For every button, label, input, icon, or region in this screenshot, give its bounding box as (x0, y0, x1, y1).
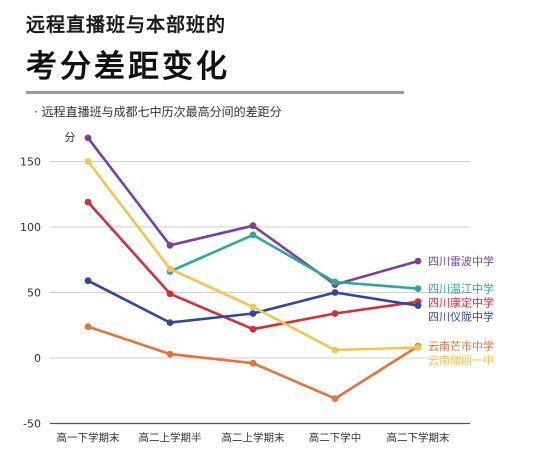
data-point (84, 198, 92, 206)
y-tick-label: 150 (20, 156, 41, 169)
x-tick-label: 高二下学中 (309, 431, 362, 444)
y-tick-label: 0 (34, 352, 41, 365)
title-block: 远程直播班与本部班的 考分差距变化 (26, 10, 230, 86)
data-point (331, 346, 339, 354)
data-point (166, 350, 174, 358)
data-point (249, 325, 257, 333)
series-label: 云南芒市中学 (428, 339, 494, 353)
y-axis-unit-label: 分 (65, 131, 76, 144)
data-point (249, 222, 257, 230)
series-label: 四川温江中学 (428, 282, 494, 296)
data-point (84, 134, 92, 142)
y-tick-label: -50 (23, 418, 41, 431)
data-point (249, 310, 257, 317)
series-label: 云南瑞丽一中 (428, 353, 494, 367)
data-point (414, 285, 422, 292)
y-tick-label: 100 (20, 221, 41, 234)
title-line-1: 远程直播班与本部班的 (26, 14, 227, 36)
x-tick-label: 高一下学期末 (57, 431, 120, 444)
data-point (166, 265, 174, 273)
x-tick-label: 高二下学期末 (387, 431, 450, 444)
data-point (331, 289, 339, 296)
data-point (249, 359, 257, 367)
series-label: 四川康定中学 (428, 296, 494, 310)
data-point (84, 277, 92, 285)
data-point (414, 344, 422, 351)
chart-subtitle: · 远程直播班与成都七中历次最高分间的差距分 (34, 105, 282, 119)
series-layer (84, 134, 422, 402)
data-point (331, 395, 339, 402)
data-point (414, 257, 422, 265)
data-point (414, 302, 422, 309)
data-point (166, 319, 174, 326)
data-point (331, 310, 339, 317)
data-point (166, 290, 174, 298)
data-point (331, 278, 339, 286)
data-point (166, 241, 174, 249)
data-point (249, 231, 257, 239)
series-label: 四川雷波中学 (428, 254, 494, 268)
series-label: 四川仪陇中学 (428, 310, 494, 324)
y-tick-label: 50 (27, 287, 41, 300)
data-point (84, 158, 92, 165)
series-line (86, 136, 420, 286)
data-point (249, 303, 257, 311)
series-line (168, 233, 420, 290)
x-tick-label: 高二上学期半 (139, 431, 202, 444)
axes: 分 -50 0 50 100 150 高一下学期末 高二上学期半 高二上学期末 高二下学中 高二下学… (20, 131, 450, 444)
title-line-2: 考分差距变化 (26, 49, 230, 85)
data-point (84, 323, 92, 330)
title-divider (26, 91, 404, 94)
x-tick-label: 高二上学期末 (222, 431, 285, 444)
